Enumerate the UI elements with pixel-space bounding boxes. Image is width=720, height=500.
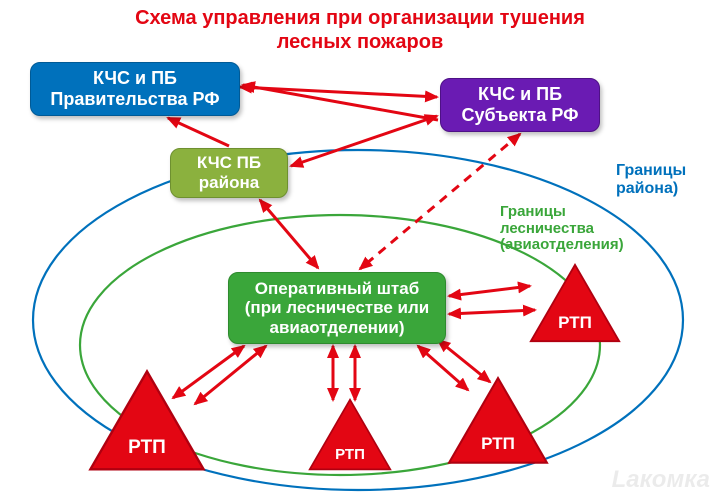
node-subject: КЧС и ПБ Субъекта РФ <box>440 78 600 132</box>
node-rtp-1: РТП <box>529 263 621 343</box>
node-rtp-2: РТП <box>88 369 206 472</box>
node-hq: Оперативный штаб (при лесничестве или ав… <box>228 272 446 344</box>
node-rtp-3-label: РТП <box>308 446 392 463</box>
node-gov-l1: КЧС и ПБ <box>93 68 177 88</box>
label-forestry-border: Границы лесничества (авиаотделения) <box>500 204 624 254</box>
node-district: КЧС ПБ района <box>170 148 288 198</box>
watermark: Laкомка <box>612 466 710 494</box>
node-hq-l3: авиаотделении) <box>270 318 405 337</box>
label-forestry-l2: лесничества <box>500 220 594 237</box>
node-hq-l2: (при лесничестве или <box>245 298 429 317</box>
node-rtp-4-label: РТП <box>447 434 549 454</box>
label-district-border: Границы района) <box>616 162 686 197</box>
node-hq-l1: Оперативный штаб <box>255 279 419 298</box>
label-district-l1: Границы <box>616 162 686 179</box>
node-rtp-1-label: РТП <box>529 313 621 333</box>
node-rtp-2-label: РТП <box>88 437 206 459</box>
title-line2: лесных пожаров <box>277 31 444 53</box>
title-line1: Схема управления при организации тушения <box>135 7 585 29</box>
node-rtp-4: РТП <box>447 376 549 465</box>
node-gov: КЧС и ПБ Правительства РФ <box>30 62 240 116</box>
node-district-l1: КЧС ПБ <box>197 153 261 172</box>
node-gov-l2: Правительства РФ <box>50 89 219 109</box>
diagram-title: Схема управления при организации тушения… <box>0 6 720 54</box>
label-district-l2: района) <box>616 180 678 197</box>
label-forestry-l1: Границы <box>500 203 566 220</box>
node-subject-l2: Субъекта РФ <box>462 105 579 125</box>
node-subject-l1: КЧС и ПБ <box>478 84 562 104</box>
node-rtp-3: РТП <box>308 398 392 471</box>
label-forestry-l3: (авиаотделения) <box>500 236 624 253</box>
node-district-l2: района <box>199 173 259 192</box>
